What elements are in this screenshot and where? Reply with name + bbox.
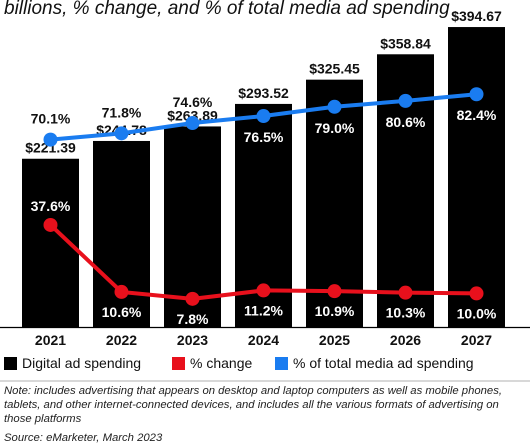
bar-value-label: $293.52 (238, 85, 289, 101)
x-tick-label: 2025 (319, 332, 350, 348)
x-tick-label: 2027 (461, 332, 492, 348)
line-value-label: 76.5% (244, 129, 284, 145)
legend-label: % change (190, 355, 252, 371)
line-value-label: 10.0% (457, 305, 497, 321)
bar-2027 (448, 27, 505, 327)
footnote: Note: includes advertising that appears … (4, 385, 502, 425)
line-point (114, 126, 129, 141)
line-value-label: 37.6% (31, 198, 71, 214)
line-value-label: 79.0% (315, 120, 355, 136)
line-value-label: 71.8% (102, 104, 142, 120)
line-value-label: 11.2% (244, 302, 283, 318)
x-tick-label: 2026 (390, 332, 421, 348)
line-point (114, 284, 129, 299)
bar-value-label: $263.89 (167, 107, 218, 123)
legend-swatch (4, 357, 17, 370)
line-value-label: 10.3% (386, 305, 426, 321)
chart-subtitle: billions, % change, and % of total media… (4, 0, 450, 19)
line-point (398, 285, 413, 300)
bar-2022 (93, 140, 150, 327)
legend-label: % of total media ad spending (293, 355, 474, 371)
x-tick-label: 2024 (248, 332, 279, 348)
line-value-label: 82.4% (457, 107, 497, 123)
bar-value-label: $221.39 (25, 140, 76, 156)
line-point (256, 283, 271, 298)
line-point (327, 284, 342, 299)
legend-label: Digital ad spending (22, 355, 141, 371)
line-point (469, 87, 484, 102)
lines-layer: 37.6% 10.6% 7.8% 11.2% 10.9% 10.3% 10.0% 70.1% 7… (31, 87, 497, 327)
line-value-label: 80.6% (386, 114, 426, 130)
legend-swatch (275, 357, 288, 370)
line-point (185, 291, 200, 306)
line-value-label: 10.9% (315, 303, 355, 319)
legend-swatch (172, 357, 185, 370)
line-point (327, 99, 342, 114)
line-value-label: 10.6% (102, 304, 142, 320)
bar-value-label: $325.45 (309, 61, 360, 77)
source-line: Source: eMarketer, March 2023 (4, 432, 163, 444)
x-tick-label: 2021 (35, 332, 66, 348)
line-point (185, 116, 200, 131)
bar-value-label: $358.84 (380, 35, 431, 51)
x-tick-label: 2022 (106, 332, 137, 348)
x-tick-label: 2023 (177, 332, 208, 348)
bars-layer: $221.39$244.78$263.89$293.52$325.45$358.… (22, 8, 505, 328)
line-point (469, 286, 484, 301)
bar-value-label: $394.67 (451, 8, 502, 24)
line-value-label: 70.1% (31, 111, 71, 127)
line-point (256, 109, 271, 124)
line-point (398, 93, 413, 108)
x-axis: 2021 2022 2023 2024 2025 2026 2027 (0, 326, 530, 348)
line-value-label: 7.8% (177, 311, 209, 327)
line-point (43, 217, 58, 232)
legend: Digital ad spending % change % of total me… (4, 355, 474, 371)
line-value-label: 74.6% (173, 94, 213, 110)
line-point (43, 132, 58, 147)
